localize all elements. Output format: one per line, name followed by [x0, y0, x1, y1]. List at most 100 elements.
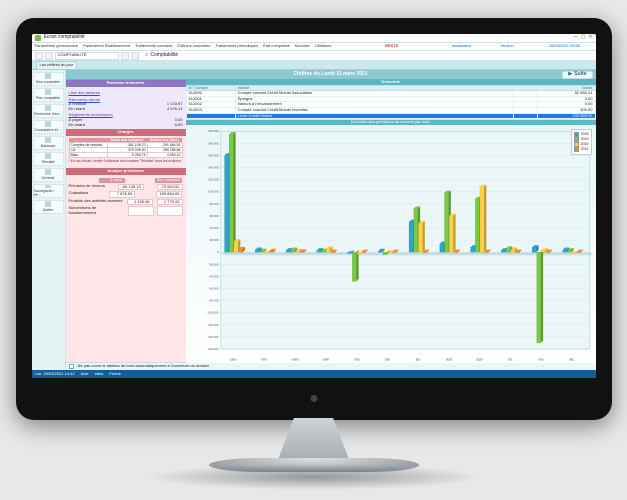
sidebar-icon — [45, 185, 51, 188]
td: 9 258,76 — [107, 153, 147, 158]
th: Sur l'exercice — [155, 178, 183, 183]
accounts-table[interactable]: N° CompteIntituléSolde 512000Compte cour… — [186, 85, 596, 120]
evolution-chart: -160 000-140 000-120 000-100 000-80 000-… — [186, 125, 596, 364]
tresorerie-panel: Liste des factures Paiements clients À r… — [66, 87, 186, 129]
label: En retard — [69, 123, 85, 128]
svg-text:juil.: juil. — [414, 357, 420, 361]
module-combo[interactable]: COMPTABILITÉ — [55, 52, 119, 60]
suite-label: Suite — [574, 72, 586, 78]
svg-text:0: 0 — [217, 250, 219, 254]
document-tabs: Les chiffres du jour — [32, 61, 596, 70]
link-version[interactable]: Version — [500, 44, 544, 49]
svg-text:oct.: oct. — [507, 357, 512, 361]
td: Comptes de résultat — [69, 143, 107, 148]
svg-text:-160 000: -160 000 — [206, 347, 218, 351]
svg-text:-60 000: -60 000 — [208, 286, 218, 290]
svg-text:nov.: nov. — [538, 357, 544, 361]
panel-head-charges: Charges — [66, 129, 186, 136]
sidebar-icon — [45, 121, 51, 127]
svg-text:févr.: févr. — [261, 357, 267, 361]
value: 0,00 — [175, 123, 183, 128]
svg-text:20 000: 20 000 — [209, 238, 218, 242]
toolbar-button[interactable] — [45, 52, 53, 60]
sidebar-item-label: Mon comptable — [36, 80, 60, 84]
sidebar-item-label: Consultation et ... — [34, 128, 61, 132]
sidebar-item[interactable]: Sauvegarde / Re... — [33, 184, 64, 198]
label: Subventions de fonctionnement — [69, 206, 125, 215]
value: 7 876,65 — [109, 191, 135, 198]
menu-item[interactable]: Paramètres gestionnaire — [35, 44, 79, 49]
menu-item[interactable]: Utilitaires — [315, 44, 331, 49]
workspace: Mon comptable Plan comptable Recherche d… — [32, 70, 596, 370]
right-column: Trésorerie N° CompteIntituléSolde 512000… — [186, 80, 596, 362]
toolbar-button[interactable] — [131, 52, 139, 60]
day-header: Chiffres du Lundi 15 mars 2021 ▶ Suite — [66, 70, 596, 80]
svg-text:-140 000: -140 000 — [206, 335, 218, 339]
sidebar-item[interactable]: Résultat — [33, 152, 64, 166]
menu-item[interactable]: Paramètres Établissement — [83, 44, 130, 49]
tab-chiffres[interactable]: Les chiffres du jour — [36, 61, 78, 69]
split-pane: Prévision trésorerie Liste des factures … — [66, 80, 596, 362]
footer-button[interactable]: Ferme — [109, 372, 121, 377]
menu-item[interactable]: Modules — [295, 44, 310, 49]
th: Soldes dus (fact.) — [147, 138, 182, 143]
app-icon — [35, 35, 41, 41]
footer-button[interactable]: Infos — [95, 372, 104, 377]
charges-table: Solde des comptes*Soldes dus (fact.) Com… — [69, 138, 183, 158]
footer-date: Lun. 15/03/2021 14:42 — [35, 372, 75, 377]
link-liste-factures[interactable]: Liste des factures — [69, 91, 183, 96]
svg-text:mai: mai — [354, 357, 360, 361]
toolbar-tab[interactable]: ☆ Comptabilité — [145, 53, 179, 59]
window-titlebar: Ecran comptabilité — ▢ ✕ — [32, 34, 596, 43]
legend-label: 2021 — [581, 147, 589, 151]
sidebar-item-label: Recherche d'écr... — [34, 112, 62, 116]
toolbar-button[interactable] — [121, 52, 129, 60]
sidebar-item[interactable]: Mon comptable — [33, 72, 64, 86]
svg-text:sept.: sept. — [476, 357, 483, 361]
label: Cotisations — [69, 191, 89, 198]
window-controls[interactable]: — ▢ ✕ — [573, 35, 592, 41]
svg-text:180 000: 180 000 — [207, 141, 218, 145]
warning-label: RESTE — [385, 44, 398, 49]
sidebar-item-label: Sauvegarde / Re... — [34, 189, 63, 197]
content-area: Chiffres du Lundi 15 mars 2021 ▶ Suite P… — [66, 70, 596, 370]
menu-item[interactable]: Traitements périodiques — [215, 44, 258, 49]
menu-item[interactable]: Éditions courantes — [177, 44, 210, 49]
left-column: Prévision trésorerie Liste des factures … — [66, 80, 186, 362]
chart-svg: -160 000-140 000-120 000-100 000-80 000-… — [186, 125, 596, 364]
sidebar-item[interactable]: Consultation et ... — [33, 120, 64, 134]
td: 4 953,10 — [147, 153, 182, 158]
menu-item[interactable]: État comptable — [263, 44, 290, 49]
svg-text:avril: avril — [323, 357, 329, 361]
sidebar-item[interactable]: Déversé — [33, 168, 64, 182]
svg-text:200 000: 200 000 — [207, 129, 218, 133]
suite-button[interactable]: ▶ Suite — [562, 71, 592, 79]
svg-text:120 000: 120 000 — [207, 177, 218, 181]
sidebar-item[interactable]: Balances — [33, 136, 64, 150]
value: -73 504,52 — [157, 184, 183, 191]
label: Prévision de recours — [69, 184, 105, 191]
link-assistance[interactable]: Assistance — [452, 44, 496, 49]
menu-item[interactable]: Traitements courants — [135, 44, 172, 49]
svg-text:40 000: 40 000 — [209, 226, 218, 230]
svg-text:janv.: janv. — [229, 357, 237, 361]
value — [128, 206, 154, 215]
svg-text:juin: juin — [383, 357, 389, 361]
sidebar-icon — [45, 137, 51, 143]
sidebar: Mon comptable Plan comptable Recherche d… — [32, 70, 66, 370]
th: Solde des comptes* — [107, 138, 147, 143]
table-row-selected[interactable]: Livret Crédit Mutuel233 885,96 — [186, 113, 595, 119]
th: À venir — [99, 178, 125, 183]
day-title: Chiffres du Lundi 15 mars 2021 — [293, 72, 367, 78]
toolbar-button[interactable] — [35, 52, 43, 60]
sidebar-item[interactable]: Quitter — [33, 200, 64, 214]
monitor-stand-neck — [279, 418, 349, 458]
autostart-checkbox[interactable] — [69, 364, 74, 369]
legend-swatch — [574, 147, 579, 152]
monitor-shadow — [144, 464, 484, 490]
svg-text:160 000: 160 000 — [207, 153, 218, 157]
footer-button[interactable]: Aide — [81, 372, 89, 377]
label: En retard — [69, 107, 85, 112]
sidebar-item[interactable]: Plan comptable — [33, 88, 64, 102]
sidebar-item[interactable]: Recherche d'écr... — [33, 104, 64, 118]
